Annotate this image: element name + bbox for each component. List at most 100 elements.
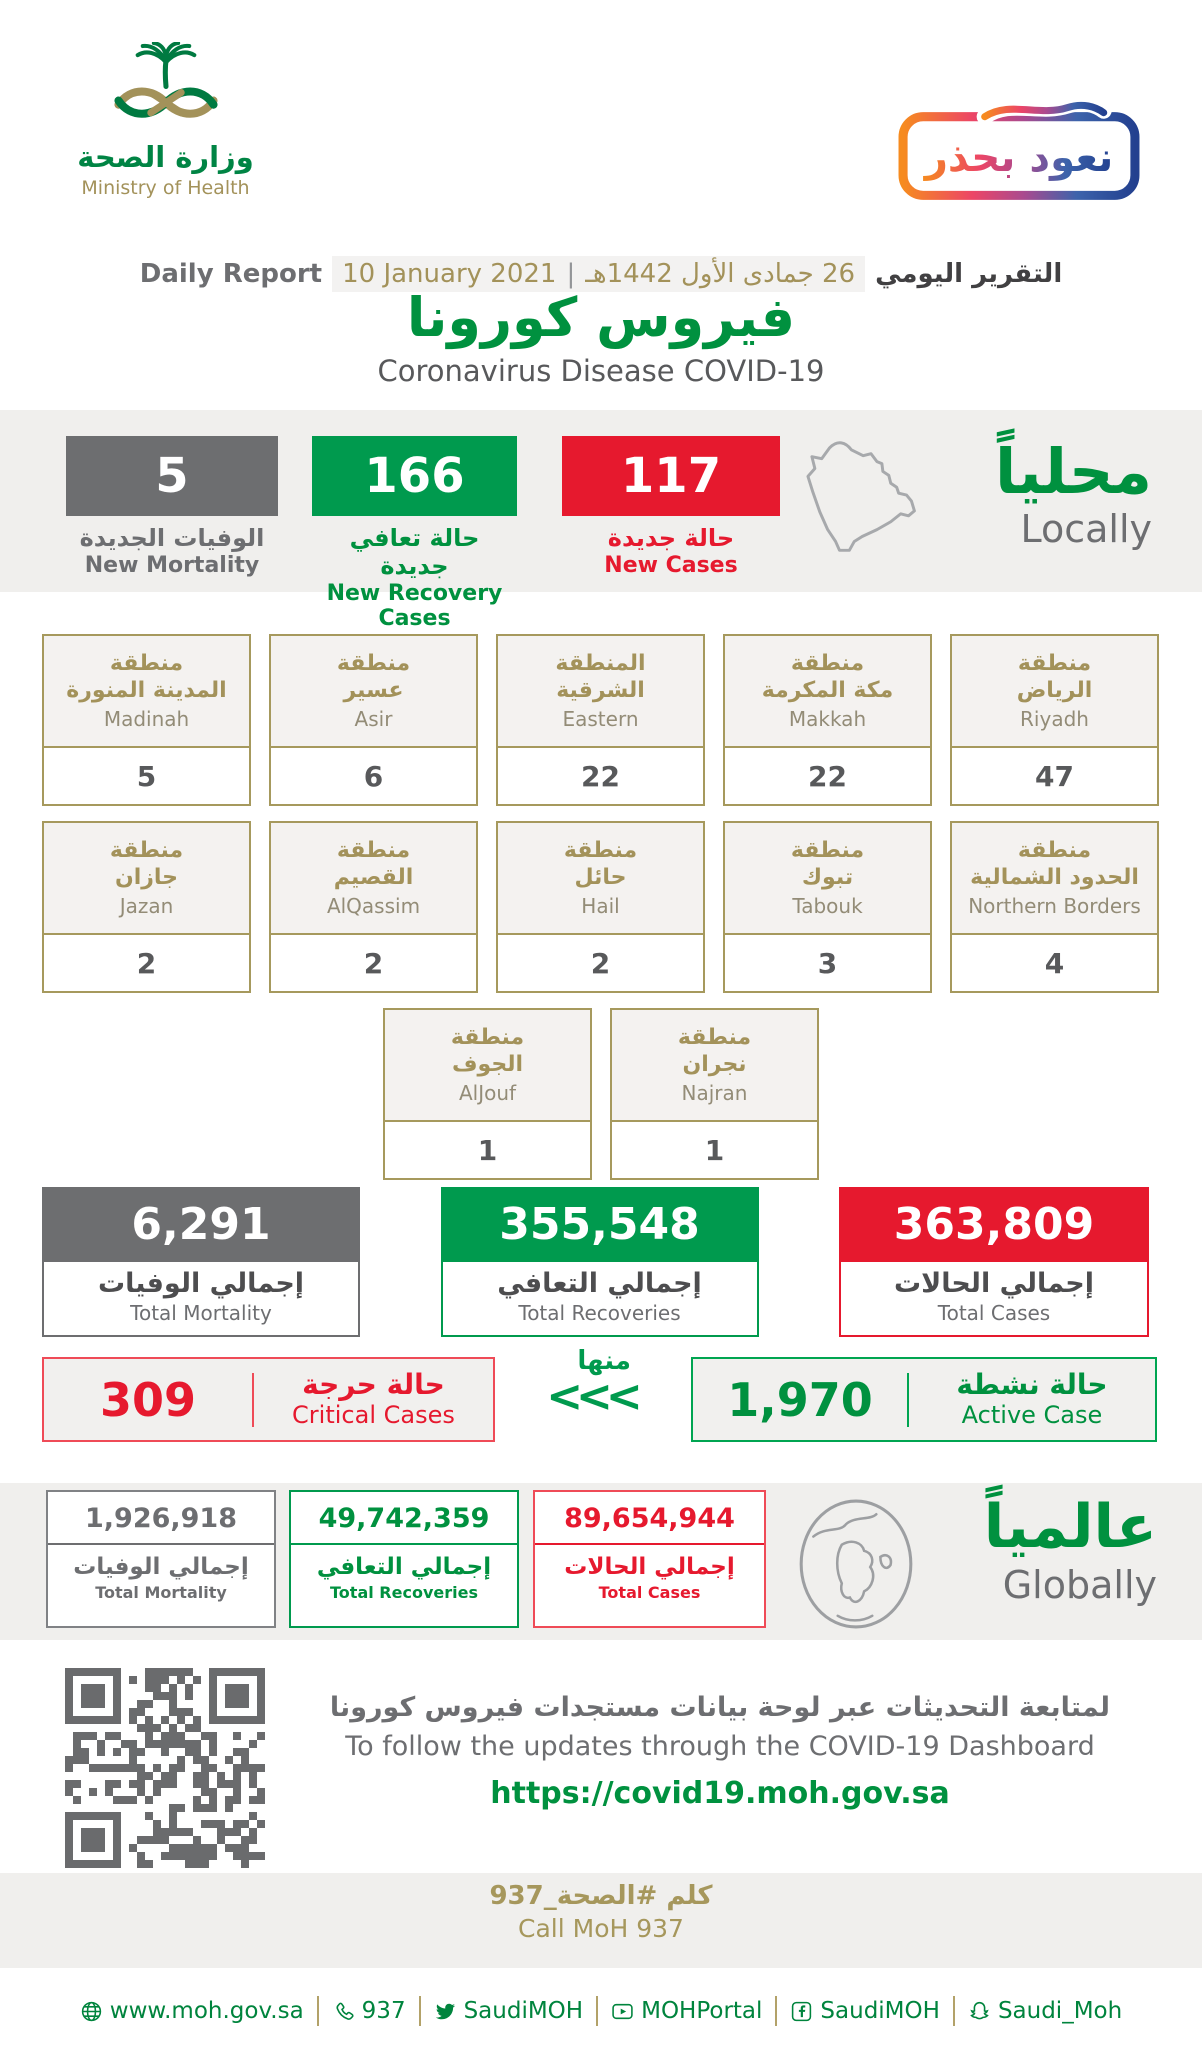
region-name-ar: منطقة — [336, 650, 411, 676]
region-box-aljouf: منطقة الجوف AlJouf 1 — [383, 1008, 592, 1180]
critical-cases-label-ar: حالة حرجة — [302, 1368, 445, 1402]
snapchat-label: Saudi_Moh — [997, 1998, 1123, 2024]
region-name-ar2: تبوك — [801, 864, 854, 890]
region-box-madinah: منطقة المدينة المنورة Madinah 5 — [42, 634, 251, 806]
phone-icon — [336, 2002, 354, 2020]
regions-row-2: منطقة جازان Jazan 2 منطقة القصيم AlQassi… — [42, 821, 1160, 993]
region-new-cases: 22 — [498, 748, 703, 804]
region-name-en: Madinah — [103, 707, 190, 732]
total-recoveries-label-ar: إجمالي التعافي — [497, 1268, 702, 1299]
divider — [952, 1996, 955, 2026]
daily-report-label-ar: التقرير اليومي — [875, 259, 1063, 289]
new-cases-value: 117 — [562, 436, 780, 516]
snapchat-icon — [970, 2001, 989, 2019]
region-box-riyadh: منطقة الرياض Riyadh 47 — [950, 634, 1159, 806]
twitter-label: SaudiMOH — [463, 1998, 584, 2024]
region-name-ar: منطقة — [1017, 837, 1092, 863]
region-name-ar: منطقة — [109, 837, 184, 863]
facebook-label: SaudiMOH — [820, 1998, 940, 2024]
twitter-icon — [435, 2003, 455, 2019]
total-recoveries-value: 355,548 — [440, 1187, 759, 1262]
region-new-cases: 1 — [385, 1122, 590, 1178]
moh-palm-swords-icon — [113, 42, 218, 118]
website-label: www.moh.gov.sa — [109, 1998, 304, 2024]
critical-cases-label-en: Critical Cases — [292, 1400, 455, 1429]
region-name-ar2: حائل — [574, 864, 627, 890]
new-recoveries-stat: 166 حالة تعافي جديدة New Recovery Cases — [312, 436, 517, 631]
globally-heading-ar: عالمياً — [983, 1492, 1157, 1562]
global-mortality-value: 1,926,918 — [48, 1492, 274, 1545]
total-cases-label-en: Total Cases — [937, 1301, 1051, 1325]
divider — [596, 1996, 599, 2026]
new-recoveries-label-en: New Recovery Cases — [326, 581, 503, 631]
daily-report-label-en: Daily Report — [139, 259, 323, 289]
region-name-ar: منطقة — [336, 837, 411, 863]
region-name-ar2: القصيم — [333, 864, 414, 890]
divider — [251, 1372, 254, 1427]
chevrons-left-icon: <<< — [546, 1371, 643, 1422]
ministry-name-ar: وزارة الصحة — [77, 140, 254, 174]
website-link[interactable]: www.moh.gov.sa — [80, 1998, 304, 2024]
region-new-cases: 6 — [271, 748, 476, 804]
divider — [418, 1996, 421, 2026]
region-name-ar: منطقة — [109, 650, 184, 676]
region-box-makkah: منطقة مكة المكرمة Makkah 22 — [723, 634, 932, 806]
region-name-ar2: الجوف — [451, 1051, 523, 1077]
date-separator: | — [566, 259, 576, 289]
total-mortality-box: 6,291 إجمالي الوفيات Total Mortality — [42, 1187, 360, 1337]
phone-link[interactable]: 937 — [332, 1998, 406, 2024]
region-name-en: Najran — [681, 1081, 748, 1106]
divider — [906, 1372, 909, 1427]
globally-heading-en: Globally — [1002, 1563, 1157, 1607]
global-cases-label-en: Total Cases — [598, 1583, 701, 1602]
youtube-link[interactable]: MOHPortal — [611, 1998, 762, 2024]
region-name-ar2: الحدود الشمالية — [970, 864, 1139, 890]
dashboard-text-en: To follow the updates through the COVID-… — [345, 1731, 1095, 1762]
total-cases-label-ar: إجمالي الحالات — [893, 1268, 1095, 1299]
region-new-cases: 1 — [612, 1122, 817, 1178]
region-name-en: Riyadh — [1020, 707, 1089, 732]
globally-section: 1,926,918 إجمالي الوفيات Total Mortality… — [0, 1483, 1202, 1640]
region-name-ar: المنطقة — [555, 650, 646, 676]
total-cases-value: 363,809 — [839, 1187, 1149, 1262]
region-new-cases: 2 — [271, 935, 476, 991]
region-box-hail: منطقة حائل Hail 2 — [496, 821, 705, 993]
global-recoveries-box: 49,742,359 إجمالي التعافي Total Recoveri… — [289, 1490, 519, 1628]
region-box-tabouk: منطقة تبوك Tabouk 3 — [723, 821, 932, 993]
region-name-ar: منطقة — [1017, 650, 1092, 676]
region-name-ar: منطقة — [450, 1024, 525, 1050]
total-mortality-value: 6,291 — [42, 1187, 360, 1262]
divider — [316, 1996, 319, 2026]
active-cases-value: 1,970 — [727, 1372, 873, 1427]
region-new-cases: 5 — [44, 748, 249, 804]
phone-label: 937 — [361, 1998, 406, 2024]
call-moh-banner: كلم #الصحة_937 Call MoH 937 — [0, 1873, 1202, 1968]
footer-links: www.moh.gov.sa 937 SaudiMOH MOHPortal — [0, 1996, 1202, 2026]
dashboard-info: لمتابعة التحديثات عبر لوحة بيانات مستجدا… — [270, 1692, 1170, 1811]
dashboard-text-ar: لمتابعة التحديثات عبر لوحة بيانات مستجدا… — [329, 1692, 1111, 1723]
locally-heading: محلياً Locally — [995, 436, 1152, 552]
total-recoveries-label-en: Total Recoveries — [518, 1301, 681, 1325]
region-name-en: Makkah — [788, 707, 867, 732]
locally-section: 5 الوفيات الجديدة New Mortality 166 حالة… — [0, 410, 1202, 631]
facebook-link[interactable]: SaudiMOH — [790, 1998, 940, 2024]
region-name-en: Jazan — [119, 894, 174, 919]
global-mortality-box: 1,926,918 إجمالي الوفيات Total Mortality — [46, 1490, 276, 1628]
new-cases-label-ar: حالة جديدة — [607, 524, 735, 552]
global-mortality-label-ar: إجمالي الوفيات — [73, 1554, 249, 1580]
of-which-label-ar: منها — [577, 1346, 631, 1376]
region-new-cases: 4 — [952, 935, 1157, 991]
region-name-ar2: مكة المكرمة — [761, 677, 894, 703]
dashboard-url-link[interactable]: https://covid19.moh.gov.sa — [490, 1776, 950, 1811]
report-date-highlight: 10 January 2021 | 26 جمادى الأول 1442هـ — [332, 256, 866, 292]
twitter-link[interactable]: SaudiMOH — [434, 1998, 584, 2024]
region-name-en: Hail — [581, 894, 620, 919]
regions-row-3: منطقة الجوف AlJouf 1 منطقة نجران Najran … — [42, 1008, 1160, 1180]
youtube-icon — [612, 2003, 633, 2019]
region-name-ar2: الرياض — [1016, 677, 1093, 703]
new-cases-stat: 117 حالة جديدة New Cases — [562, 436, 780, 578]
region-box-jazan: منطقة جازان Jazan 2 — [42, 821, 251, 993]
report-date-line: Daily Report 10 January 2021 | 26 جمادى … — [0, 256, 1202, 292]
snapchat-link[interactable]: Saudi_Moh — [968, 1998, 1122, 2024]
globe-icon — [81, 2001, 101, 2021]
